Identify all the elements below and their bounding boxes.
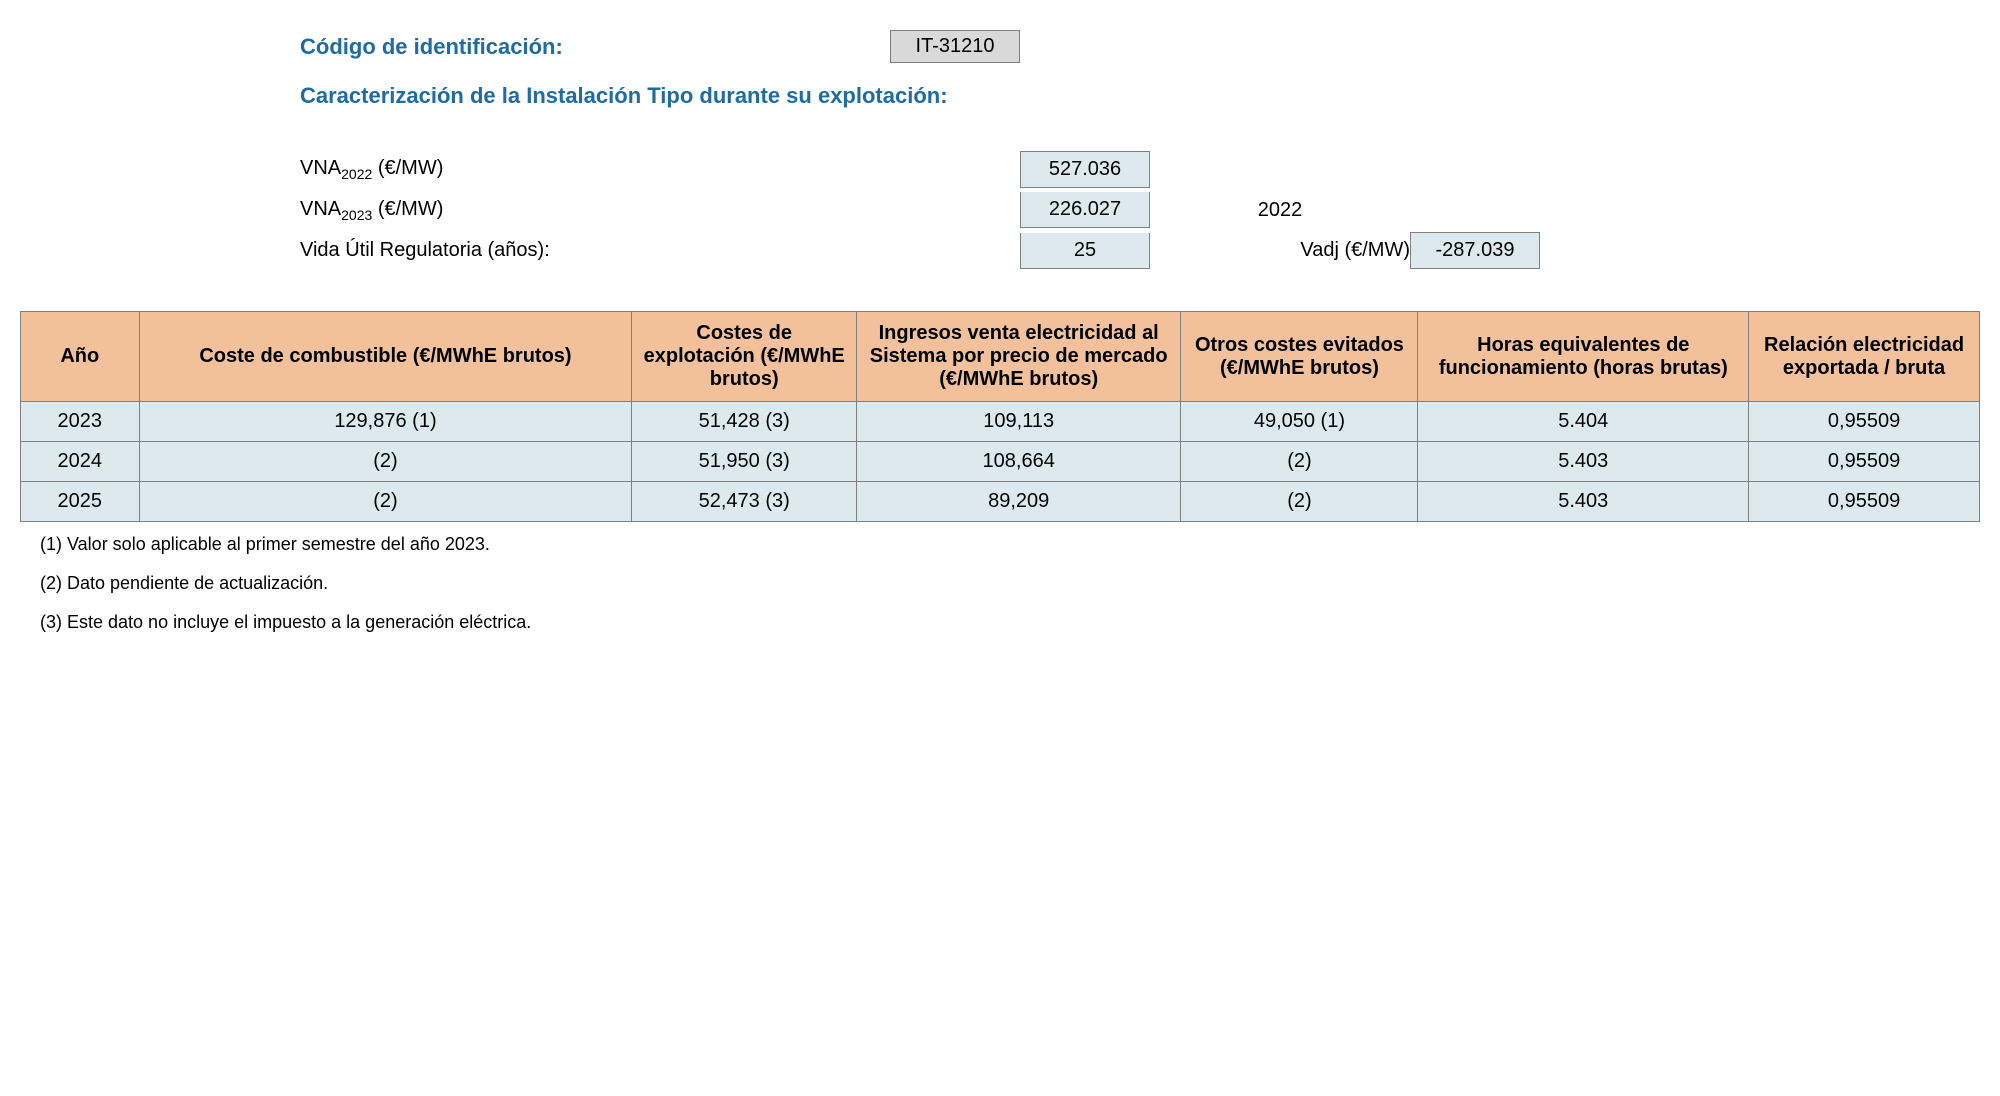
code-value-box: IT-31210 xyxy=(890,30,1020,63)
cell-income: 108,664 xyxy=(856,442,1180,482)
cell-year: 2023 xyxy=(21,402,140,442)
empty-cell-1 xyxy=(1150,168,1410,172)
th-income: Ingresos venta electricidad al Sistema p… xyxy=(856,312,1180,402)
vadj-label: Vadj (€/MW) xyxy=(1150,237,1410,264)
th-exploit-cost: Costes de explotación (€/MWhE brutos) xyxy=(632,312,857,402)
cell-hours: 5.403 xyxy=(1418,482,1749,522)
th-fuel-cost: Coste de combustible (€/MWhE brutos) xyxy=(139,312,632,402)
cell-ratio: 0,95509 xyxy=(1749,482,1980,522)
cell-other-costs: (2) xyxy=(1181,482,1418,522)
footnote-2: (2) Dato pendiente de actualización. xyxy=(40,573,1980,594)
th-hours: Horas equivalentes de funcionamiento (ho… xyxy=(1418,312,1749,402)
cell-fuel-cost: (2) xyxy=(139,482,632,522)
cell-ratio: 0,95509 xyxy=(1749,442,1980,482)
cell-year: 2025 xyxy=(21,482,140,522)
cell-other-costs: (2) xyxy=(1181,442,1418,482)
table-row: 2024 (2) 51,950 (3) 108,664 (2) 5.403 0,… xyxy=(21,442,1980,482)
vida-util-value: 25 xyxy=(1020,233,1150,269)
cell-ratio: 0,95509 xyxy=(1749,402,1980,442)
params-grid: VNA2022 (€/MW) 527.036 VNA2023 (€/MW) 22… xyxy=(300,149,1980,271)
vna-2023-label: VNA2023 (€/MW) xyxy=(300,196,1020,225)
vida-util-value-cell: 25 xyxy=(1020,231,1150,271)
footnote-1: (1) Valor solo aplicable al primer semes… xyxy=(40,534,1980,555)
cell-fuel-cost: 129,876 (1) xyxy=(139,402,632,442)
cell-income: 109,113 xyxy=(856,402,1180,442)
vna-2022-value: 527.036 xyxy=(1020,151,1150,188)
vadj-value-cell: -287.039 xyxy=(1410,230,1540,271)
table-header-row: Año Coste de combustible (€/MWhE brutos)… xyxy=(21,312,1980,402)
main-data-table: Año Coste de combustible (€/MWhE brutos)… xyxy=(20,311,1980,522)
empty-cell-2 xyxy=(1410,168,1540,172)
header-section: Código de identificación: IT-31210 Carac… xyxy=(20,30,1980,271)
vna-2023-value-cell: 226.027 xyxy=(1020,190,1150,230)
vna-2023-value: 226.027 xyxy=(1020,192,1150,228)
cell-income: 89,209 xyxy=(856,482,1180,522)
vna-2022-sub: 2022 xyxy=(341,166,372,182)
vna-2022-unit: (€/MW) xyxy=(372,157,443,179)
cell-exploit-cost: 52,473 (3) xyxy=(632,482,857,522)
cell-other-costs: 49,050 (1) xyxy=(1181,402,1418,442)
vna-2022-value-cell: 527.036 xyxy=(1020,149,1150,190)
footnotes-section: (1) Valor solo aplicable al primer semes… xyxy=(20,534,1980,633)
cell-exploit-cost: 51,950 (3) xyxy=(632,442,857,482)
code-label: Código de identificación: xyxy=(300,34,890,60)
th-other-costs: Otros costes evitados (€/MWhE brutos) xyxy=(1181,312,1418,402)
vna-2022-prefix: VNA xyxy=(300,157,341,179)
cell-hours: 5.403 xyxy=(1418,442,1749,482)
section-title: Caracterización de la Instalación Tipo d… xyxy=(300,83,1980,109)
table-row: 2025 (2) 52,473 (3) 89,209 (2) 5.403 0,9… xyxy=(21,482,1980,522)
vadj-value: -287.039 xyxy=(1410,232,1540,269)
cell-fuel-cost: (2) xyxy=(139,442,632,482)
vida-util-label: Vida Útil Regulatoria (años): xyxy=(300,237,1020,264)
th-ratio: Relación electricidad exportada / bruta xyxy=(1749,312,1980,402)
year-ref: 2022 xyxy=(1258,197,1303,224)
empty-cell-3 xyxy=(1410,208,1540,212)
table-row: 2023 129,876 (1) 51,428 (3) 109,113 49,0… xyxy=(21,402,1980,442)
vna-2023-prefix: VNA xyxy=(300,198,341,220)
vna-2023-unit: (€/MW) xyxy=(372,198,443,220)
cell-hours: 5.404 xyxy=(1418,402,1749,442)
th-year: Año xyxy=(21,312,140,402)
cell-exploit-cost: 51,428 (3) xyxy=(632,402,857,442)
table-body: 2023 129,876 (1) 51,428 (3) 109,113 49,0… xyxy=(21,402,1980,522)
footnote-3: (3) Este dato no incluye el impuesto a l… xyxy=(40,612,1980,633)
code-row: Código de identificación: IT-31210 xyxy=(300,30,1980,63)
cell-year: 2024 xyxy=(21,442,140,482)
vna-2023-sub: 2023 xyxy=(341,207,372,223)
vna-2022-label: VNA2022 (€/MW) xyxy=(300,155,1020,184)
